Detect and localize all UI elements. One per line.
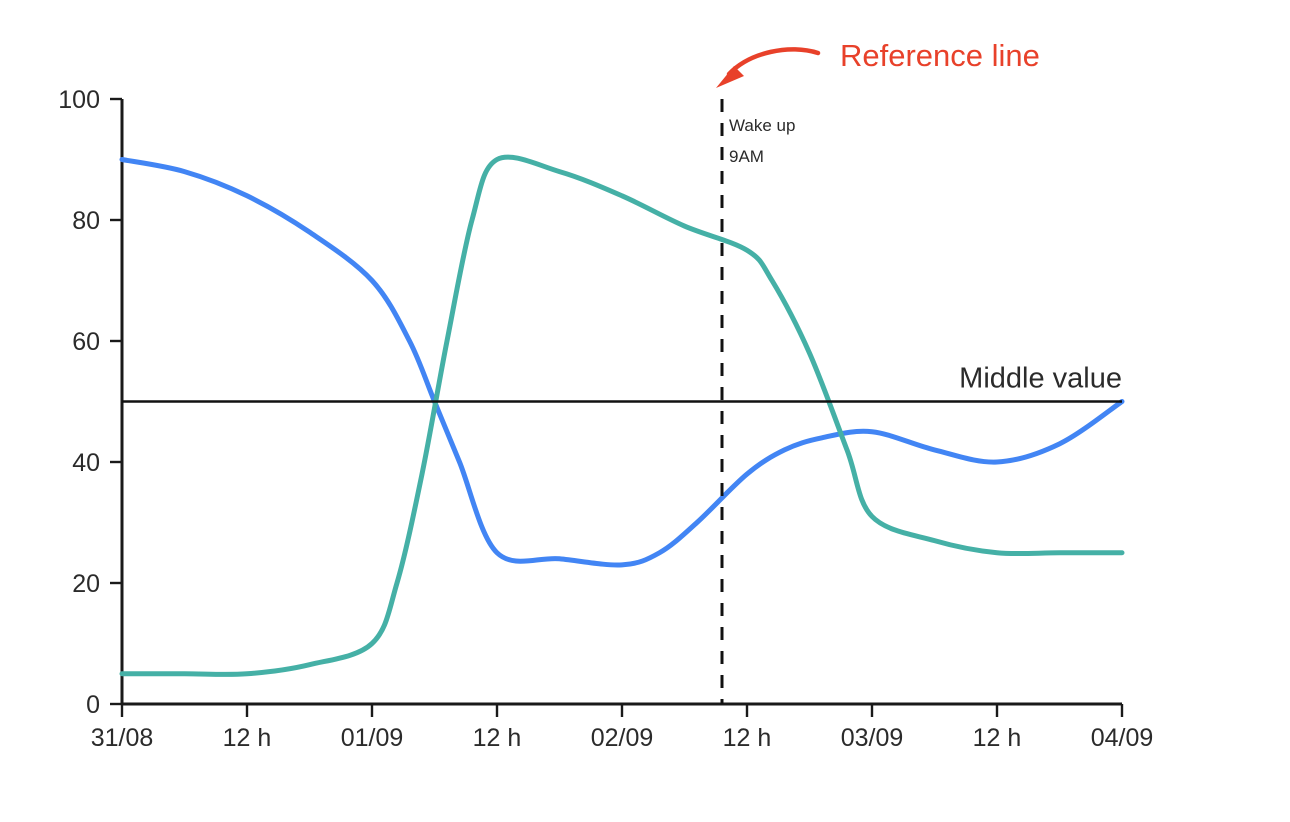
- x-tick-label-5: 12 h: [723, 724, 772, 752]
- middle-value-reference-line: Middle value: [122, 363, 1122, 403]
- x-tick-label-8: 04/09: [1091, 724, 1154, 752]
- series-line-blue: [119, 157, 1125, 568]
- x-tick-label-6: 03/09: [841, 724, 904, 752]
- x-tick-label-3: 12 h: [473, 724, 522, 752]
- wake-up-label-line-1: Wake up: [729, 116, 795, 135]
- x-axis-tick-labels: 31/08 12 h 01/09 12 h 02/09 12 h 03/09 1…: [91, 724, 1154, 752]
- series-group: [119, 154, 1125, 677]
- x-tick-label-1: 12 h: [223, 724, 272, 752]
- y-tick-label-100: 100: [58, 86, 100, 114]
- annotation-arrow-head: [716, 66, 744, 88]
- reference-line-annotation: Reference line: [716, 38, 1040, 88]
- y-tick-label-60: 60: [72, 328, 100, 356]
- x-tick-label-2: 01/09: [341, 724, 404, 752]
- y-tick-label-80: 80: [72, 207, 100, 235]
- x-tick-label-7: 12 h: [973, 724, 1022, 752]
- y-axis-ticks: [110, 97, 122, 706]
- x-axis: 31/08 12 h 01/09 12 h 02/09 12 h 03/09 1…: [91, 702, 1154, 752]
- y-tick-label-0: 0: [86, 691, 100, 719]
- annotation-arrow-curve: [726, 47, 821, 77]
- y-axis-tick-labels: 0 20 40 60 80 100: [58, 86, 100, 719]
- middle-value-label: Middle value: [959, 363, 1122, 395]
- y-axis: 0 20 40 60 80 100: [58, 86, 124, 719]
- x-axis-ticks: [120, 704, 1124, 717]
- series-line-teal: [119, 154, 1125, 677]
- y-tick-label-20: 20: [72, 570, 100, 598]
- y-tick-label-40: 40: [72, 449, 100, 477]
- wake-up-reference-line: Wake up 9AM: [720, 99, 795, 704]
- x-tick-label-4: 02/09: [591, 724, 654, 752]
- wake-up-label-line-2: 9AM: [729, 147, 764, 166]
- annotation-label: Reference line: [840, 38, 1040, 73]
- x-tick-label-0: 31/08: [91, 724, 154, 752]
